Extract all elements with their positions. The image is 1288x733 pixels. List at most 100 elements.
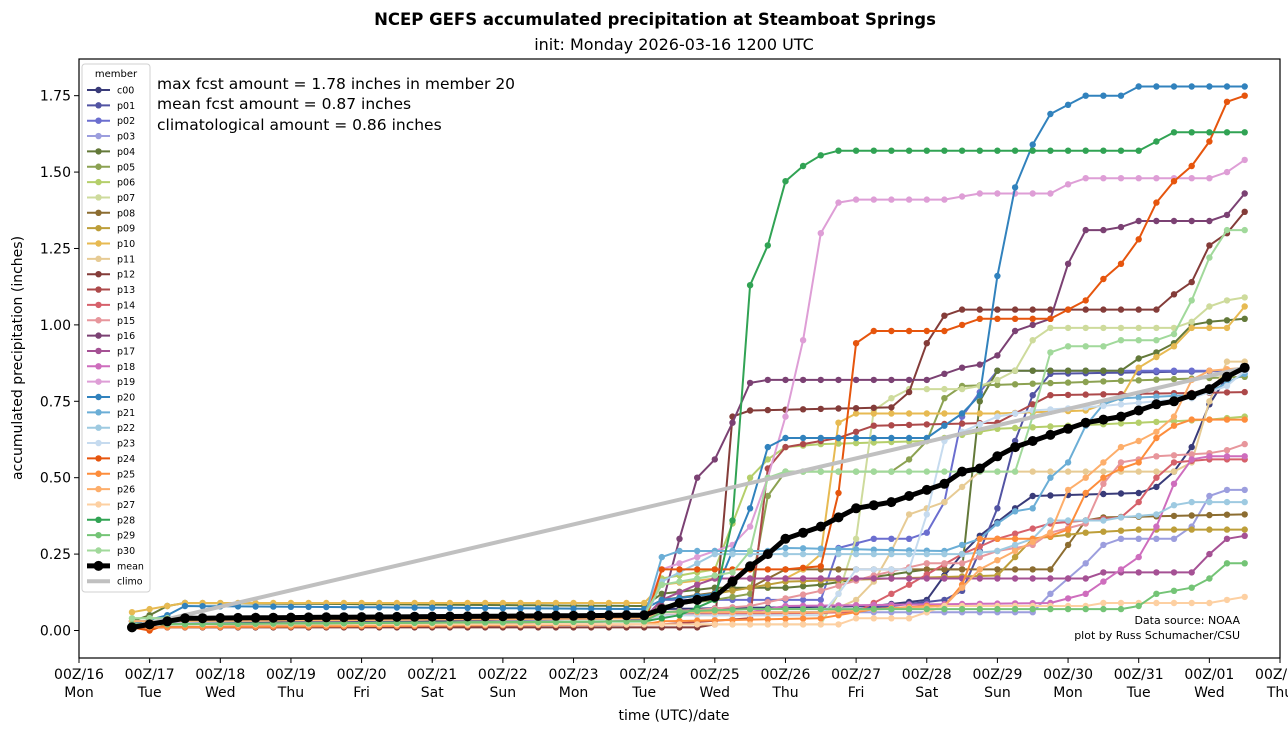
data-point	[994, 272, 1001, 280]
data-point	[905, 456, 913, 463]
data-point	[1080, 417, 1091, 428]
data-point	[1135, 355, 1142, 362]
legend-marker	[95, 117, 102, 124]
data-point	[1241, 532, 1248, 539]
data-point	[1135, 498, 1142, 506]
data-point	[1170, 512, 1178, 520]
data-point	[568, 610, 579, 621]
data-point	[923, 468, 930, 475]
data-point	[817, 615, 824, 622]
climo-amount-text: climatological amount = 0.86 inches	[157, 116, 442, 134]
legend-marker	[95, 224, 102, 232]
legend-item-p14: p14	[87, 300, 135, 311]
data-point	[429, 599, 436, 607]
x-tick-label: 00Z/01	[1184, 667, 1234, 683]
legend-marker	[95, 301, 102, 309]
data-point	[694, 575, 701, 582]
legend-label: p28	[117, 515, 135, 526]
data-point	[958, 147, 966, 154]
data-point	[535, 605, 542, 612]
data-point	[1153, 453, 1160, 460]
data-point	[799, 591, 807, 598]
data-point	[1241, 83, 1248, 90]
data-point	[1135, 394, 1142, 401]
data-point	[409, 611, 420, 622]
y-tick-label: 0.75	[40, 394, 71, 410]
legend-item-p13: p13	[87, 285, 135, 296]
x-tick-day: Wed	[700, 685, 731, 701]
data-point	[694, 553, 701, 561]
data-point	[676, 560, 683, 567]
data-point	[835, 590, 842, 597]
data-point	[764, 616, 771, 623]
legend-item-p02: p02	[87, 116, 135, 127]
data-point	[641, 599, 648, 607]
data-point	[1170, 587, 1178, 594]
data-point	[499, 599, 507, 607]
legend-marker	[95, 163, 102, 170]
data-point	[1153, 468, 1160, 475]
legend-label: p16	[117, 331, 135, 342]
data-point	[1241, 208, 1248, 215]
data-point	[1082, 605, 1089, 613]
data-point	[1082, 391, 1089, 398]
legend-marker	[95, 424, 102, 431]
x-tick-label: 00Z/02	[1255, 667, 1288, 683]
data-point	[517, 605, 524, 612]
legend-item-p06: p06	[87, 178, 135, 189]
legend-title: member	[95, 69, 138, 80]
data-point	[1223, 511, 1231, 518]
data-point	[694, 586, 701, 593]
legend-marker	[95, 148, 102, 155]
data-point	[1082, 343, 1089, 350]
data-point	[658, 553, 665, 561]
series-line-p19	[131, 159, 1246, 623]
data-point	[1047, 190, 1054, 197]
data-point	[1100, 605, 1107, 613]
data-point	[941, 370, 948, 377]
data-point	[1153, 349, 1160, 356]
legend-item-p20: p20	[87, 393, 135, 404]
data-point	[941, 385, 948, 393]
x-tick-day: Sat	[421, 685, 444, 701]
data-point	[835, 419, 842, 426]
legend-label: p24	[117, 454, 135, 465]
data-point	[799, 337, 807, 344]
data-point	[1135, 569, 1142, 576]
data-point	[764, 376, 771, 384]
data-point	[552, 599, 560, 607]
data-point	[1047, 566, 1054, 573]
legend-item-p07: p07	[87, 193, 135, 204]
data-point	[1170, 367, 1178, 374]
series-climo	[131, 365, 1246, 630]
data-point	[1153, 83, 1160, 90]
data-point	[1011, 575, 1019, 582]
data-point	[1188, 318, 1195, 325]
data-point	[941, 196, 948, 203]
data-point	[1170, 459, 1178, 466]
x-tick-day: Wed	[205, 685, 236, 701]
data-point	[1029, 147, 1036, 154]
x-tick-day: Sun	[984, 685, 1011, 701]
data-point	[268, 612, 279, 623]
data-point	[464, 604, 471, 612]
data-point	[128, 609, 136, 616]
data-point	[923, 560, 930, 567]
data-point	[852, 546, 860, 553]
data-point	[1188, 83, 1195, 90]
data-point	[923, 376, 930, 384]
y-tick-label: 0.50	[40, 471, 71, 487]
data-point	[994, 566, 1001, 573]
data-point	[1029, 468, 1036, 475]
y-axis-label: accumulated precipitation (inches)	[10, 236, 26, 480]
data-point	[1117, 443, 1125, 451]
data-point	[958, 385, 966, 393]
data-point	[782, 178, 789, 185]
data-point	[1011, 566, 1019, 573]
data-point	[870, 410, 877, 417]
data-point	[1241, 226, 1248, 234]
data-point	[1170, 599, 1178, 607]
data-point	[870, 605, 877, 613]
data-point	[1011, 381, 1019, 388]
data-point	[817, 468, 824, 475]
